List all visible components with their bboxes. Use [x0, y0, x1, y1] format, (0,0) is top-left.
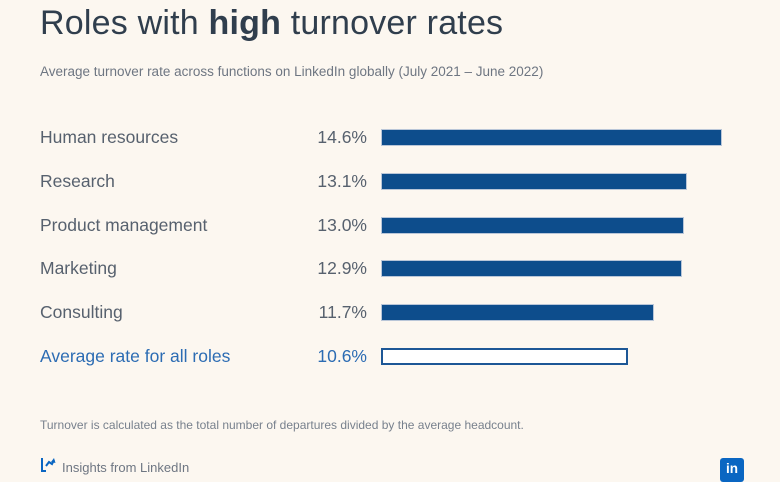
value-label: 13.0%: [317, 214, 367, 235]
linkedin-logo: in: [720, 458, 744, 482]
category-label: Human resources: [40, 127, 179, 148]
category-label: Average rate for all roles: [40, 345, 231, 366]
page-title: Roles with high turnover rates: [40, 4, 503, 43]
title-emphasis: high: [208, 4, 282, 42]
chart-row: Human resources 14.6%: [40, 116, 750, 160]
attribution: Insights from LinkedIn: [40, 457, 189, 478]
bar-track: [381, 347, 750, 365]
category-label: Research: [40, 171, 115, 192]
attribution-label: Insights from LinkedIn: [62, 460, 190, 475]
bar-track: [381, 173, 750, 191]
value-bar: [381, 173, 687, 191]
bar-chart: Human resources 14.6% Research 13.1% Product…: [40, 116, 750, 378]
value-bar: [381, 129, 722, 147]
title-suffix: turnover rates: [281, 4, 504, 42]
chart-subtitle: Average turnover rate across functions o…: [40, 64, 544, 79]
value-bar: [381, 216, 685, 234]
value-bar: [381, 304, 654, 322]
bar-track: [381, 260, 750, 278]
category-label: Marketing: [40, 258, 117, 279]
category-label: Product management: [40, 214, 208, 235]
value-label: 13.1%: [317, 171, 367, 192]
chart-row-average: Average rate for all roles 10.6%: [40, 334, 750, 378]
bar-track: [381, 304, 750, 322]
value-bar: [381, 260, 682, 278]
economic-graph-chart-icon: [40, 457, 56, 478]
category-label: Consulting: [40, 302, 123, 323]
chart-row: Product management 13.0%: [40, 203, 750, 247]
average-bar: [381, 347, 629, 365]
value-label: 11.7%: [318, 302, 367, 323]
value-label: 10.6%: [317, 345, 367, 366]
bar-track: [381, 129, 750, 147]
chart-row: Research 13.1%: [40, 160, 750, 204]
chart-row: Consulting 11.7%: [40, 291, 750, 335]
bar-track: [381, 216, 750, 234]
value-label: 14.6%: [317, 127, 367, 148]
title-prefix: Roles with: [40, 4, 209, 42]
footnote: Turnover is calculated as the total numb…: [40, 418, 524, 432]
chart-row: Marketing 12.9%: [40, 247, 750, 291]
value-label: 12.9%: [317, 258, 367, 279]
